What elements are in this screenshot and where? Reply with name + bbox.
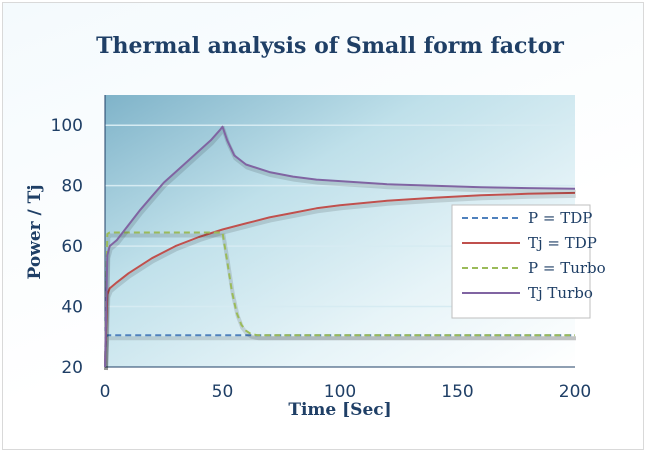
legend-label: Tj = TDP <box>528 234 597 252</box>
legend: P = TDP Tj = TDP P = Turbo Tj Turbo <box>451 204 606 319</box>
y-tick-label: 100 <box>51 116 83 136</box>
legend-label: Tj Turbo <box>528 284 593 302</box>
x-tick-label: 200 <box>559 382 591 402</box>
y-tick-label: 60 <box>61 237 83 257</box>
y-tick-label: 20 <box>61 358 83 378</box>
series-lines <box>104 125 577 371</box>
x-axis-title: Time [Sec] <box>288 400 391 420</box>
series-line-3 <box>104 231 575 368</box>
legend-box <box>451 204 591 319</box>
tick-labels: 20 40 60 80 100 0 50 100 150 200 <box>51 116 592 402</box>
series-line-2 <box>104 191 576 368</box>
chart-title: Thermal analysis of Small form factor <box>96 33 564 59</box>
x-tick-label: 100 <box>324 382 356 402</box>
y-tick-label: 80 <box>61 177 83 197</box>
legend-label: P = TDP <box>528 209 592 227</box>
x-tick-label: 0 <box>100 382 111 402</box>
y-tick-label: 40 <box>61 298 83 318</box>
x-tick-label: 50 <box>212 382 234 402</box>
series-line-shadow <box>104 125 577 371</box>
x-tick-label: 150 <box>441 382 473 402</box>
y-axis-title: Power / Tj <box>25 185 45 280</box>
series-line-4 <box>104 125 576 368</box>
series-line-shadow <box>104 336 576 371</box>
legend-label: P = Turbo <box>528 259 606 277</box>
series-line-shadow <box>104 193 577 371</box>
